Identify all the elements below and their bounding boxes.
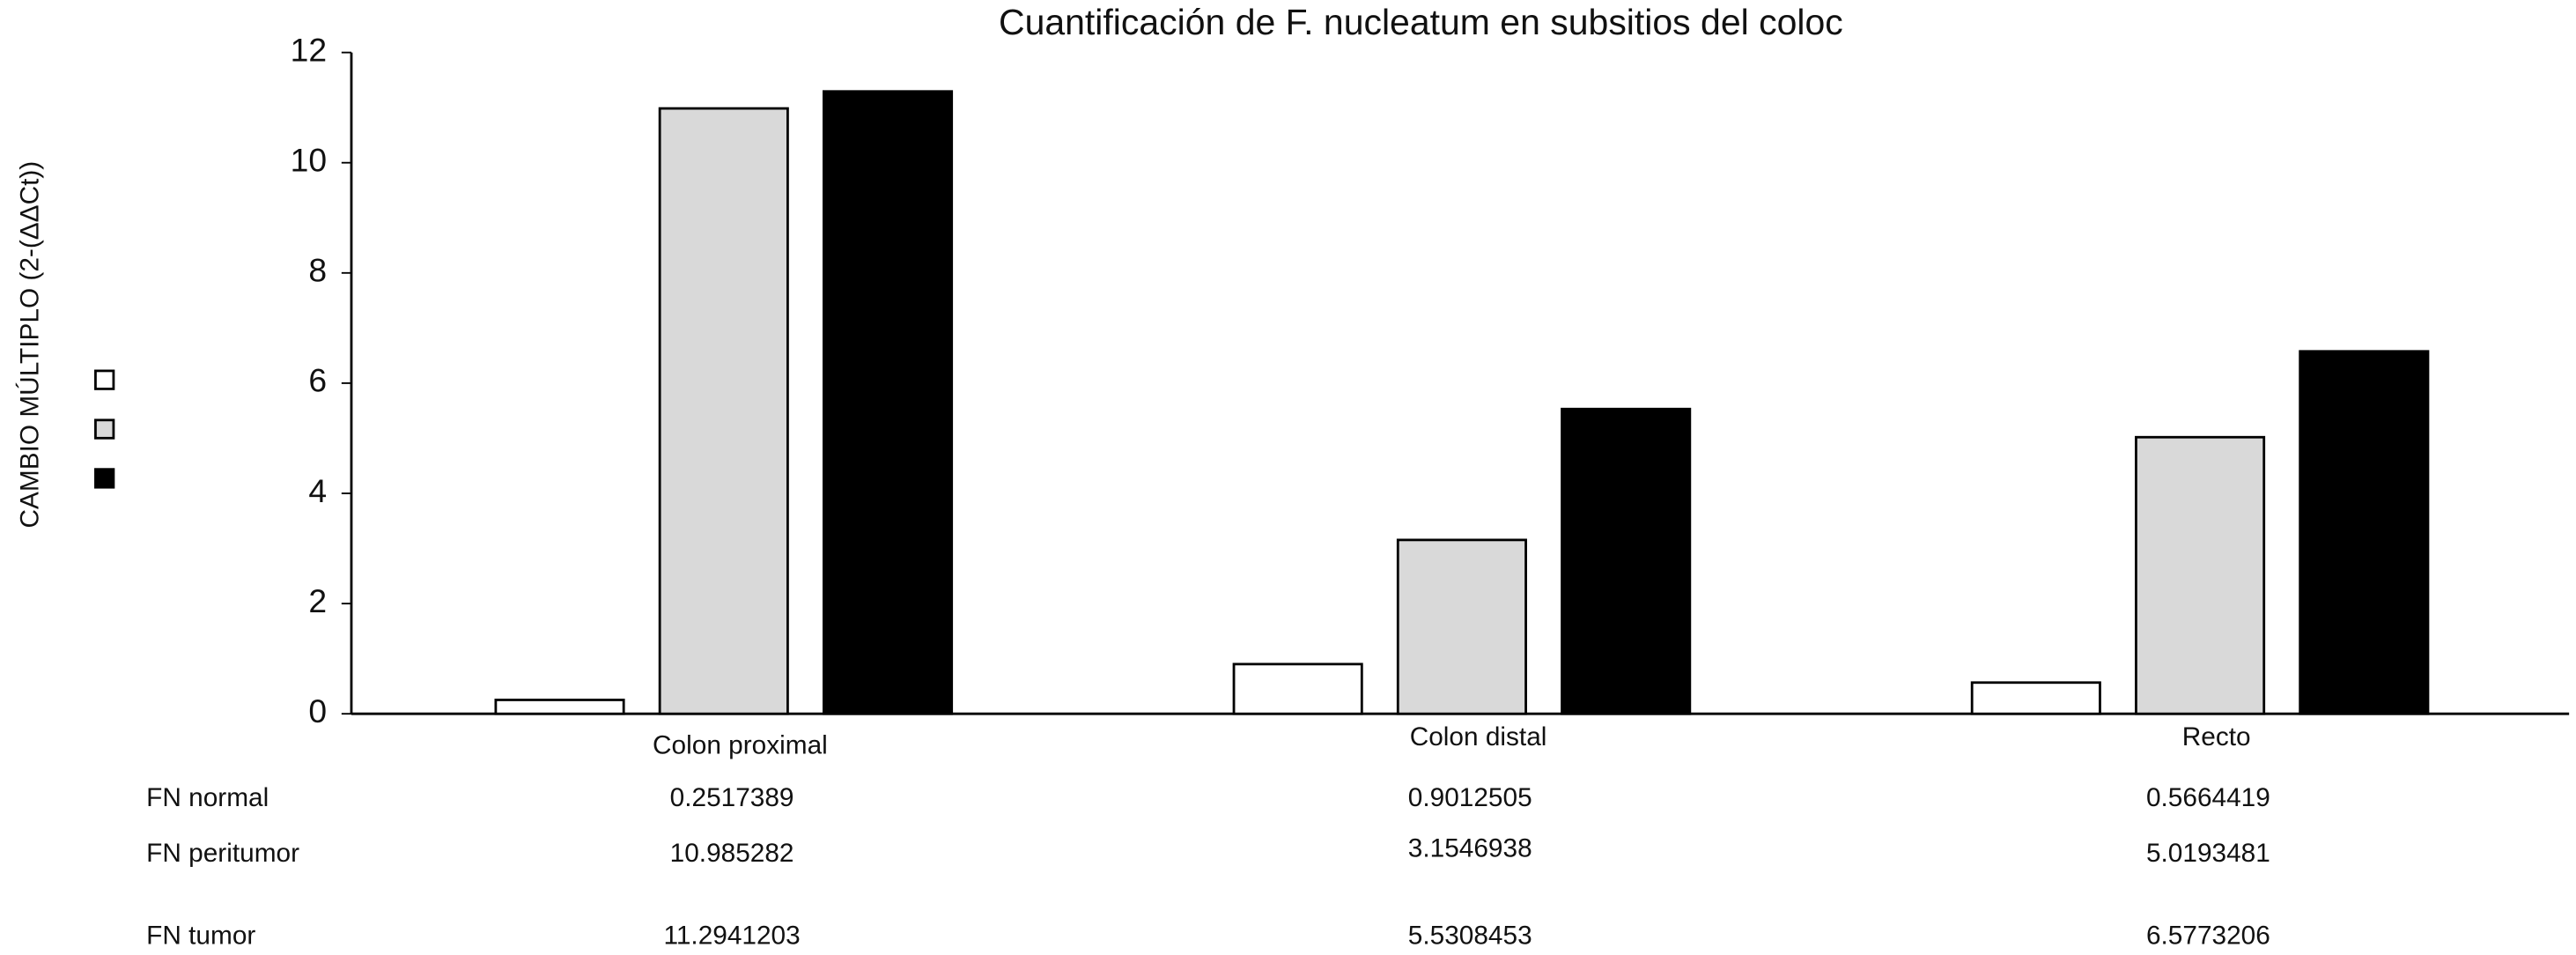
y-tick-label: 4 <box>308 472 327 509</box>
legend-swatch <box>94 369 115 390</box>
y-tick-label: 6 <box>308 362 327 399</box>
y-tick-label: 8 <box>308 252 327 289</box>
table-cell: 0.9012505 <box>1408 783 1532 812</box>
y-axis-label: CAMBIO MÚLTIPLO (2-(ΔΔCt)) <box>16 161 45 529</box>
y-tick-label: 2 <box>308 582 327 619</box>
table-row-label: FN normal <box>146 783 269 812</box>
table-row-label: FN peritumor <box>146 839 299 868</box>
y-tick-label: 10 <box>291 142 327 179</box>
bar <box>658 107 789 715</box>
x-tick-label: Colon distal <box>1410 722 1547 751</box>
bar <box>1396 538 1527 715</box>
bar <box>494 699 625 715</box>
x-tick-label: Colon proximal <box>653 730 828 759</box>
bar <box>1561 407 1692 715</box>
table-cell: 6.5773206 <box>2146 921 2270 950</box>
table-cell: 0.2517389 <box>670 783 794 812</box>
legend-swatch <box>94 418 115 440</box>
table-cell: 5.0193481 <box>2146 839 2270 868</box>
x-tick-label: Recto <box>2182 722 2251 751</box>
bar <box>1970 681 2101 715</box>
bar <box>823 90 954 715</box>
table-cell: 0.5664419 <box>2146 783 2270 812</box>
legend-swatch <box>94 468 115 489</box>
chart-title: Cuantificación de F. nucleatum en subsit… <box>999 2 1843 42</box>
y-tick-label: 12 <box>291 31 327 68</box>
table-row-label: FN tumor <box>146 921 255 950</box>
table-cell: 11.2941203 <box>663 921 800 950</box>
y-tick-label: 0 <box>308 692 327 729</box>
table-cell: 5.5308453 <box>1408 921 1532 950</box>
bar <box>2135 435 2266 715</box>
table-cell: 3.1546938 <box>1408 834 1532 863</box>
bar <box>2299 350 2430 715</box>
bar <box>1232 663 1363 715</box>
table-cell: 10.985282 <box>670 839 794 868</box>
